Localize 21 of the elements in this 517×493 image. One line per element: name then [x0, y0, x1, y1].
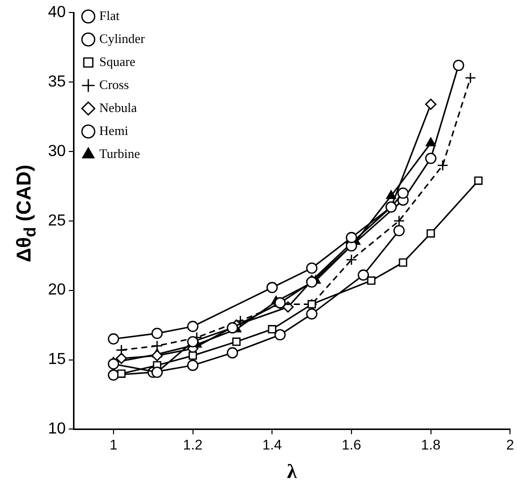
- legend-label: Hemi: [99, 122, 129, 138]
- y-tick-label: 10: [48, 420, 66, 438]
- legend-label: Cylinder: [99, 30, 146, 46]
- legend-label: Nebula: [99, 100, 138, 115]
- x-tick-label: 1.8: [421, 436, 441, 452]
- legend-label: Turbine: [99, 146, 140, 161]
- legend-label: Square: [99, 54, 136, 69]
- x-axis-title: λ: [287, 461, 298, 484]
- x-tick-label: 2: [506, 436, 514, 452]
- y-tick-label: 35: [48, 73, 66, 90]
- x-tick-label: 1: [110, 436, 118, 452]
- x-tick-label: 1.2: [183, 436, 203, 452]
- y-tick-label: 40: [48, 4, 66, 22]
- y-tick-label: 15: [48, 351, 66, 368]
- y-tick-label: 20: [48, 282, 66, 299]
- x-tick-label: 1.4: [262, 436, 282, 452]
- legend-label: Cross: [99, 76, 129, 92]
- x-tick-label: 1.6: [342, 436, 362, 452]
- y-tick-label: 30: [48, 142, 66, 160]
- y-tick-label: 25: [48, 212, 66, 230]
- legend-label: Flat: [99, 8, 120, 23]
